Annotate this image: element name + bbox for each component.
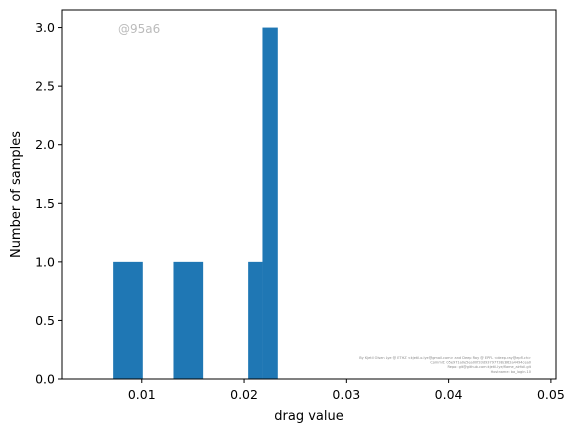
x-tick-label: 0.05 (537, 387, 565, 402)
x-axis-label: drag value (274, 409, 343, 424)
histogram-bar (248, 261, 263, 379)
x-tick-label: 0.04 (435, 387, 463, 402)
histogram-bar (262, 27, 278, 379)
id-annotation: @95a6 (118, 22, 160, 36)
y-tick-label: 0.5 (35, 313, 55, 328)
annotations: @95a6 By Kjetil Olsen Lye @ ETHZ <kjetil… (118, 22, 532, 374)
y-tick-label: 0.0 (35, 372, 55, 387)
credit-line: Commit: 05e971a0e5ea00f33d93797738c862a4… (430, 361, 531, 365)
credit-line: Hostname: ba_login.10 (491, 370, 531, 374)
y-axis: 0.0 0.5 1.0 1.5 2.0 2.5 3.0 (35, 20, 62, 387)
histogram-bar (173, 261, 204, 379)
y-tick-label: 1.5 (35, 196, 55, 211)
y-axis-label: Number of samples (9, 131, 24, 258)
y-tick-label: 2.5 (35, 79, 55, 94)
y-tick-label: 2.0 (35, 137, 55, 152)
credit-block: By Kjetil Olsen Lye @ ETHZ <kjetil.o.lye… (359, 356, 531, 374)
x-axis: 0.01 0.02 0.03 0.04 0.05 (128, 379, 565, 402)
x-tick-label: 0.03 (332, 387, 360, 402)
plot-area-frame (61, 9, 557, 380)
y-tick-label: 3.0 (35, 20, 55, 35)
x-tick-label: 0.02 (230, 387, 258, 402)
histogram-bar (113, 261, 143, 379)
histogram-bars (113, 27, 278, 379)
y-tick-label: 1.0 (35, 254, 55, 269)
credit-line: By Kjetil Olsen Lye @ ETHZ <kjetil.o.lye… (359, 356, 531, 360)
credit-line: Repo: git@github.com:kjetil-lye/flame_ai… (448, 365, 532, 369)
x-tick-label: 0.01 (128, 387, 156, 402)
